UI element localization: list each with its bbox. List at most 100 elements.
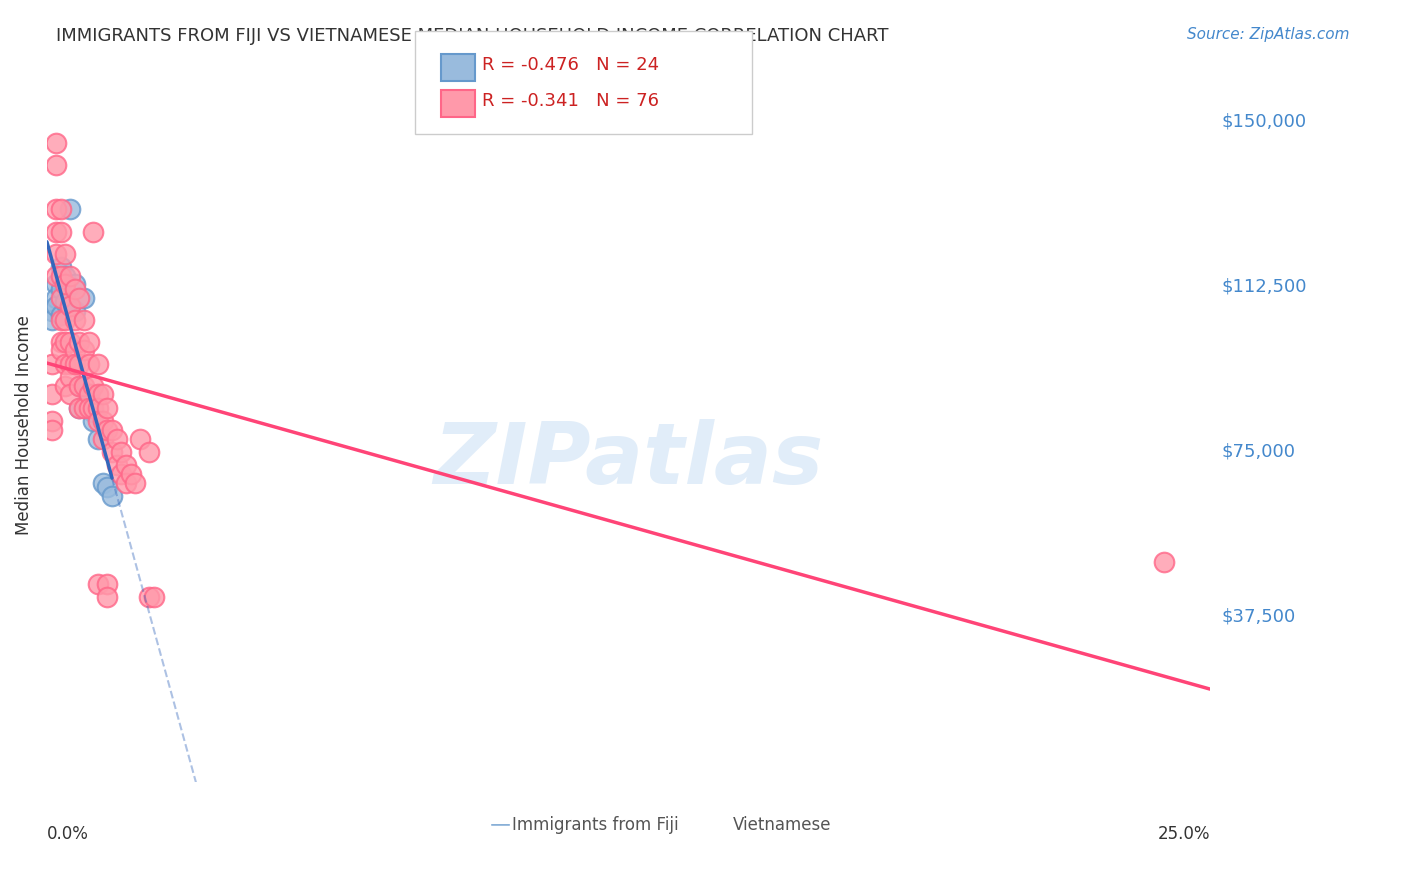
Point [82, 401, 104, 415]
Point [77, 334, 100, 349]
Point [73, 378, 96, 392]
FancyBboxPatch shape [703, 815, 725, 837]
Point [59, 369, 82, 384]
Point [49, 268, 72, 283]
Text: Immigrants from Fiji: Immigrants from Fiji [512, 816, 679, 834]
Point [69, 334, 91, 349]
Point [41, 423, 63, 437]
Point [91, 387, 114, 401]
Point [120, 467, 142, 481]
Point [91, 475, 114, 490]
Point [110, 467, 132, 481]
Y-axis label: Median Household Income: Median Household Income [15, 316, 32, 535]
Text: 25.0%: 25.0% [1157, 825, 1211, 843]
Point [138, 590, 160, 604]
Point [105, 432, 128, 446]
Point [63, 303, 86, 318]
Point [41, 414, 63, 428]
Point [49, 334, 72, 349]
Point [59, 387, 82, 401]
Point [49, 202, 72, 217]
Point [101, 489, 124, 503]
Point [59, 334, 82, 349]
Point [45, 277, 67, 292]
FancyBboxPatch shape [482, 815, 505, 837]
Point [87, 577, 110, 591]
Point [55, 268, 77, 283]
Point [91, 432, 114, 446]
Point [41, 387, 63, 401]
Point [59, 299, 82, 313]
Point [69, 401, 91, 415]
Point [55, 295, 77, 310]
Point [77, 387, 100, 401]
Point [82, 378, 104, 392]
Point [101, 423, 124, 437]
Point [87, 357, 110, 371]
Point [73, 312, 96, 326]
Point [69, 378, 91, 392]
Point [45, 299, 67, 313]
Point [138, 444, 160, 458]
Point [55, 277, 77, 292]
Point [63, 312, 86, 326]
Point [45, 136, 67, 151]
Point [59, 268, 82, 283]
Point [96, 590, 118, 604]
Point [73, 343, 96, 358]
Text: $112,500: $112,500 [1222, 277, 1306, 295]
Point [63, 357, 86, 371]
Point [1153, 555, 1175, 569]
Point [45, 225, 67, 239]
Point [124, 475, 146, 490]
Point [55, 246, 77, 260]
Point [45, 158, 67, 172]
Point [129, 432, 152, 446]
Point [49, 312, 72, 326]
Point [59, 357, 82, 371]
Point [45, 202, 67, 217]
Point [69, 378, 91, 392]
Point [63, 277, 86, 292]
Point [55, 312, 77, 326]
Point [45, 291, 67, 305]
Point [49, 260, 72, 274]
Text: Source: ZipAtlas.com: Source: ZipAtlas.com [1187, 27, 1350, 42]
Point [87, 387, 110, 401]
Point [96, 401, 118, 415]
Text: IMMIGRANTS FROM FIJI VS VIETNAMESE MEDIAN HOUSEHOLD INCOME CORRELATION CHART: IMMIGRANTS FROM FIJI VS VIETNAMESE MEDIA… [56, 27, 889, 45]
Text: $37,500: $37,500 [1222, 608, 1295, 626]
Point [115, 475, 138, 490]
Point [41, 312, 63, 326]
Point [59, 202, 82, 217]
Point [82, 414, 104, 428]
Point [63, 343, 86, 358]
Point [110, 444, 132, 458]
Point [45, 246, 67, 260]
Point [77, 357, 100, 371]
Point [49, 225, 72, 239]
Point [49, 282, 72, 296]
Point [87, 432, 110, 446]
Point [87, 414, 110, 428]
Point [55, 357, 77, 371]
Point [69, 401, 91, 415]
Point [142, 590, 165, 604]
Point [49, 291, 72, 305]
Point [73, 291, 96, 305]
Point [73, 401, 96, 415]
Point [87, 401, 110, 415]
Point [82, 405, 104, 419]
Text: $75,000: $75,000 [1222, 442, 1295, 461]
Point [96, 423, 118, 437]
Text: $150,000: $150,000 [1222, 112, 1306, 130]
Point [77, 401, 100, 415]
Point [105, 458, 128, 472]
Point [59, 299, 82, 313]
Text: R = -0.476   N = 24: R = -0.476 N = 24 [482, 56, 659, 74]
Point [77, 387, 100, 401]
Point [55, 334, 77, 349]
Point [55, 378, 77, 392]
Point [69, 291, 91, 305]
Point [41, 303, 63, 318]
